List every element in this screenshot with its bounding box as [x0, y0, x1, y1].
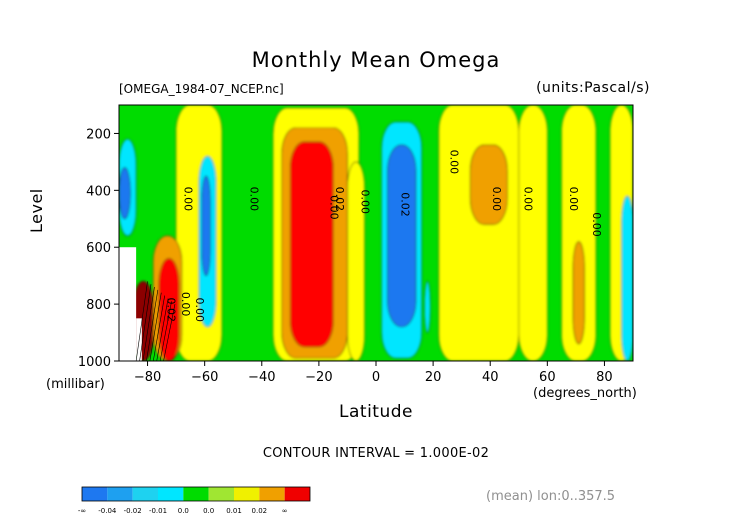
colorbar-label: 0.02	[252, 507, 268, 515]
contour-label: 0.02	[399, 192, 412, 217]
contour-line	[159, 301, 172, 361]
colorbar-label: 0.0	[203, 507, 214, 515]
contour-region-red	[290, 141, 334, 348]
colorbar-label: ∞	[282, 507, 288, 515]
contour-region-red	[158, 258, 180, 361]
contour-region-yellow	[561, 105, 597, 361]
x-tick-label: −20	[305, 370, 332, 385]
x-axis-unit: (degrees_north)	[533, 386, 637, 401]
contour-line	[149, 292, 162, 361]
y-tick-label: 1000	[78, 355, 111, 370]
contour-label: 0.00	[447, 150, 460, 175]
contour-region-cyan	[424, 281, 431, 333]
x-tick-label: 80	[596, 370, 613, 385]
contour-label: 0.00	[567, 187, 580, 212]
contour-line	[146, 289, 159, 361]
x-tick-label: 0	[372, 370, 380, 385]
colorbar-label: 0.01	[226, 507, 242, 515]
file-label: [OMEGA_1984-07_NCEP.nc]	[119, 82, 284, 96]
contour-region-yellow	[347, 161, 365, 361]
colorbar-swatch	[259, 487, 285, 501]
x-tick-label: −80	[134, 370, 161, 385]
colorbar-swatch	[234, 487, 260, 501]
colorbar-swatch	[284, 487, 310, 501]
contour-line	[152, 295, 165, 361]
contour-region-orange	[469, 144, 508, 225]
contour-label: 0.00	[247, 187, 260, 212]
missing-data-area	[119, 247, 137, 361]
y-tick-label: 600	[86, 241, 111, 256]
contour-region-orange	[572, 241, 585, 345]
contour-label: 0.02	[333, 187, 346, 212]
contour-interval-label: CONTOUR INTERVAL = 1.000E-02	[262, 446, 490, 461]
contour-line	[163, 304, 176, 361]
mean-note: (mean) lon:0..357.5	[486, 489, 616, 504]
colorbar-label: -0.01	[149, 507, 167, 515]
x-axis-label: Latitude	[339, 402, 413, 422]
x-tick-label: 60	[539, 370, 556, 385]
contour-line	[156, 298, 169, 361]
x-tick-label: −40	[248, 370, 275, 385]
contour-label: 0.00	[179, 292, 192, 317]
contour-label: 0.00	[590, 212, 603, 237]
contour-region-yellow	[518, 105, 548, 361]
x-tick-label: −60	[191, 370, 218, 385]
contour-label: 0.00	[327, 195, 340, 220]
colorbar-label: -0.02	[124, 507, 142, 515]
contour-region-blue	[119, 167, 131, 220]
contour-region-yellow	[438, 105, 520, 361]
x-tick-label: 40	[482, 370, 499, 385]
contour-label: 0.00	[182, 187, 195, 212]
contour-label: 0.00	[193, 298, 206, 323]
contour-label: 0.00	[359, 189, 372, 214]
chart-title: Monthly Mean Omega	[251, 48, 501, 72]
contour-line	[139, 284, 152, 361]
colorbar-frame	[81, 486, 311, 502]
colorbar-label: -∞	[78, 507, 86, 515]
colorbar-swatch	[82, 487, 108, 501]
colorbar-swatch	[158, 487, 184, 501]
colorbar-label: 0.0	[178, 507, 189, 515]
contour-region-cyan	[621, 195, 633, 361]
colorbar-swatch	[183, 487, 209, 501]
colorbar-label: -0.04	[98, 507, 117, 515]
colorbar-swatch	[132, 487, 158, 501]
units-label: (units:Pascal/s)	[536, 80, 650, 96]
y-tick-label: 200	[86, 127, 111, 142]
contour-line	[142, 286, 155, 361]
colorbar-swatch	[107, 487, 133, 501]
contour-line	[135, 281, 148, 361]
y-axis-unit: (millibar)	[46, 377, 105, 392]
contour-label: 0.02	[165, 298, 178, 323]
y-tick-label: 400	[86, 184, 111, 199]
contour-label: 0.00	[521, 187, 534, 212]
contour-region-blue	[201, 175, 211, 276]
y-tick-label: 800	[86, 298, 111, 313]
x-tick-label: 20	[425, 370, 442, 385]
contour-label: 0.00	[490, 187, 503, 212]
colorbar-swatch	[208, 487, 234, 501]
contour-region-blue	[387, 144, 417, 328]
